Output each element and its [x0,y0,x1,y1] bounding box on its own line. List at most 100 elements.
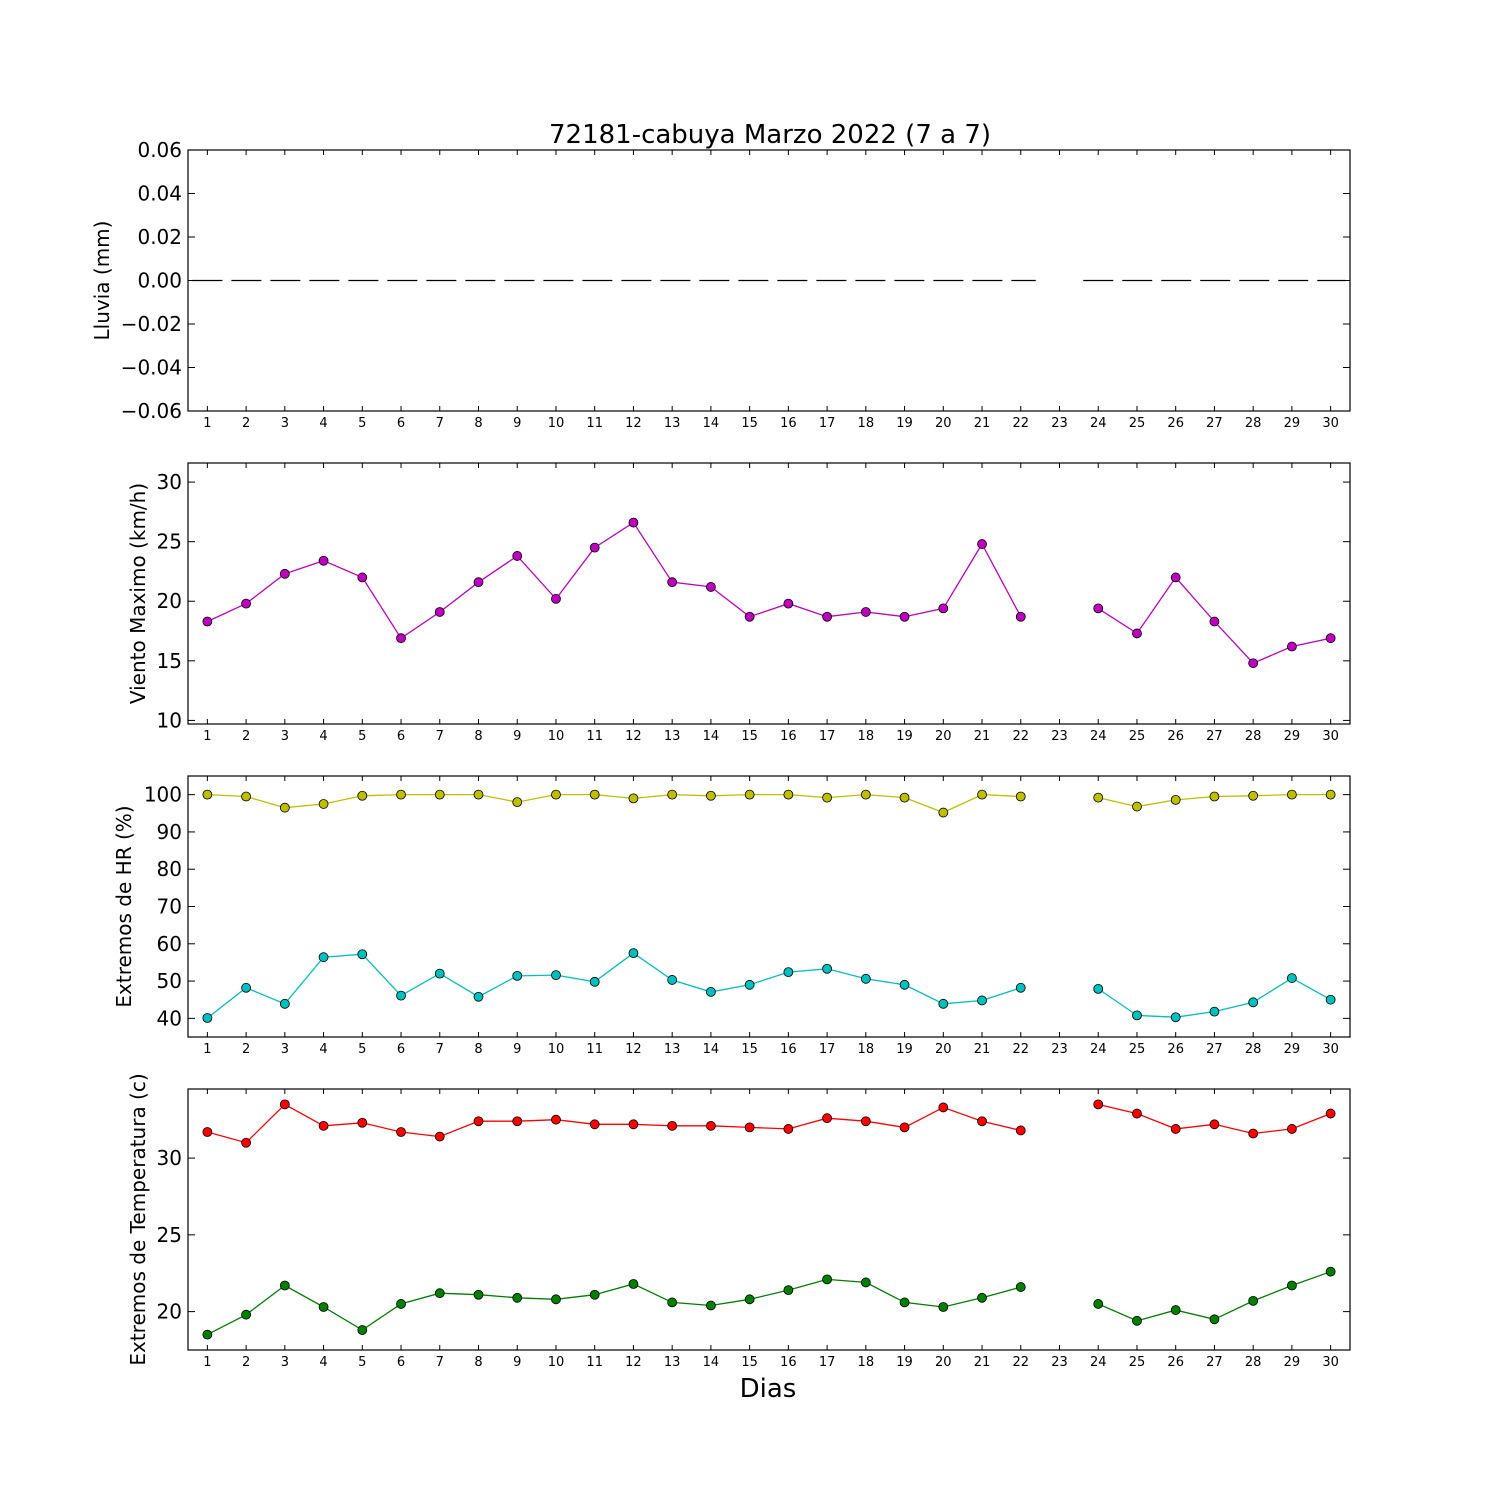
data-point [899,611,910,622]
data-point [1093,984,1104,994]
data-point [396,1299,406,1309]
data-point [822,1113,832,1124]
data-point [1325,994,1336,1005]
x-tick-label: 5 [358,729,366,744]
x-tick-label: 6 [397,1042,405,1057]
x-tick-label: 7 [436,1042,444,1057]
data-point [241,982,252,993]
series-line [207,952,1022,1019]
data-point [589,789,600,800]
x-tick-label: 24 [1090,729,1107,744]
data-point [938,1302,949,1312]
y-tick-label: 30 [157,470,182,494]
y-tick-label: 30 [157,1146,182,1170]
x-tick-label: 6 [397,416,405,431]
data-point [977,995,987,1006]
data-point [396,633,406,644]
x-tick-label: 7 [436,729,444,744]
x-tick-label: 2 [242,416,250,431]
series-line [207,521,1022,640]
data-point [1015,982,1026,993]
x-tick-label: 10 [548,416,565,431]
chart-panel-3: 1 2 3 4 5 6 7 8 9 10 11 12 13 14 15 16 17 18 19 20 21 22 23 24 2… [112,775,1351,1057]
data-point [1209,791,1220,802]
data-point [551,789,561,800]
data-point [318,1120,329,1131]
x-tick-label: 30 [1322,416,1339,431]
data-point [1248,658,1259,669]
x-tick-label: 17 [819,1355,836,1370]
chart-title: 72181-cabuya Marzo 2022 (7 a 7) [549,120,991,150]
y-tick-label: 10 [157,708,182,732]
data-point [1287,1280,1297,1291]
x-tick-label: 9 [513,729,521,744]
x-tick-label: 3 [281,729,289,744]
x-tick-label: 1 [203,1355,211,1370]
series-line [1097,1271,1331,1322]
data-point [744,1122,755,1133]
data-point [860,607,871,617]
x-tick-label: 20 [935,1042,952,1057]
data-point [1248,1128,1259,1139]
x-tick-label: 23 [1051,729,1068,744]
data-point [473,577,484,588]
data-point [551,970,561,981]
x-tick-label: 30 [1322,1355,1339,1370]
x-tick-label: 28 [1245,729,1262,744]
x-tick-label: 28 [1245,1355,1262,1370]
x-tick-label: 27 [1206,416,1223,431]
x-tick-label: 6 [397,1355,405,1370]
x-tick-label: 21 [974,416,991,431]
data-point [318,1302,329,1312]
data-point [473,789,484,800]
x-tick-label: 15 [741,1042,758,1057]
data-point [1325,633,1336,644]
x-tick-label: 3 [281,1042,289,1057]
data-point [279,1280,290,1291]
x-tick-label: 4 [319,1355,327,1370]
data-point [589,542,600,553]
x-tick-label: 22 [1012,729,1029,744]
x-tick-label: 11 [586,1042,603,1057]
data-point [783,967,794,978]
y-tick-label: 50 [157,969,182,993]
data-point [434,607,445,617]
data-point [279,1099,290,1110]
y-tick-label: 70 [157,895,182,919]
data-point [783,1124,794,1134]
data-point [434,968,445,979]
data-point [706,790,716,801]
data-point [241,598,252,609]
data-point [241,1309,252,1320]
y-axis-label: Lluvia (mm) [90,221,114,341]
data-point [744,1294,755,1305]
x-tick-label: 20 [935,729,952,744]
chart-panel-1: 1 2 3 4 5 6 7 8 9 10 11 12 13 14 15 16 17 18 19 20 21 22 23 24 2… [90,138,1351,431]
data-point [512,1292,523,1303]
x-tick-label: 9 [513,1042,521,1057]
data-point [1015,611,1026,622]
y-tick-label: −0.06 [121,399,182,423]
data-point [357,1117,368,1128]
x-tick-label: 4 [319,416,327,431]
x-tick-label: 18 [858,1355,875,1370]
x-tick-label: 23 [1051,1042,1068,1057]
data-point [938,603,949,614]
data-point [434,789,445,800]
data-point [1170,1124,1181,1134]
y-tick-label: 25 [157,530,182,554]
data-point [202,1329,213,1340]
data-point [899,1297,910,1308]
data-point [938,807,949,818]
x-tick-label: 29 [1284,1355,1301,1370]
plot-frame [187,462,1351,725]
x-tick-label: 4 [319,1042,327,1057]
series-1 [202,517,1336,669]
x-tick-label: 13 [664,1042,681,1057]
x-tick-label: 11 [586,1355,603,1370]
data-point [1287,641,1297,652]
data-point [667,577,678,588]
x-tick-label: 13 [664,729,681,744]
x-tick-label: 11 [586,416,603,431]
x-tick-label: 11 [586,729,603,744]
